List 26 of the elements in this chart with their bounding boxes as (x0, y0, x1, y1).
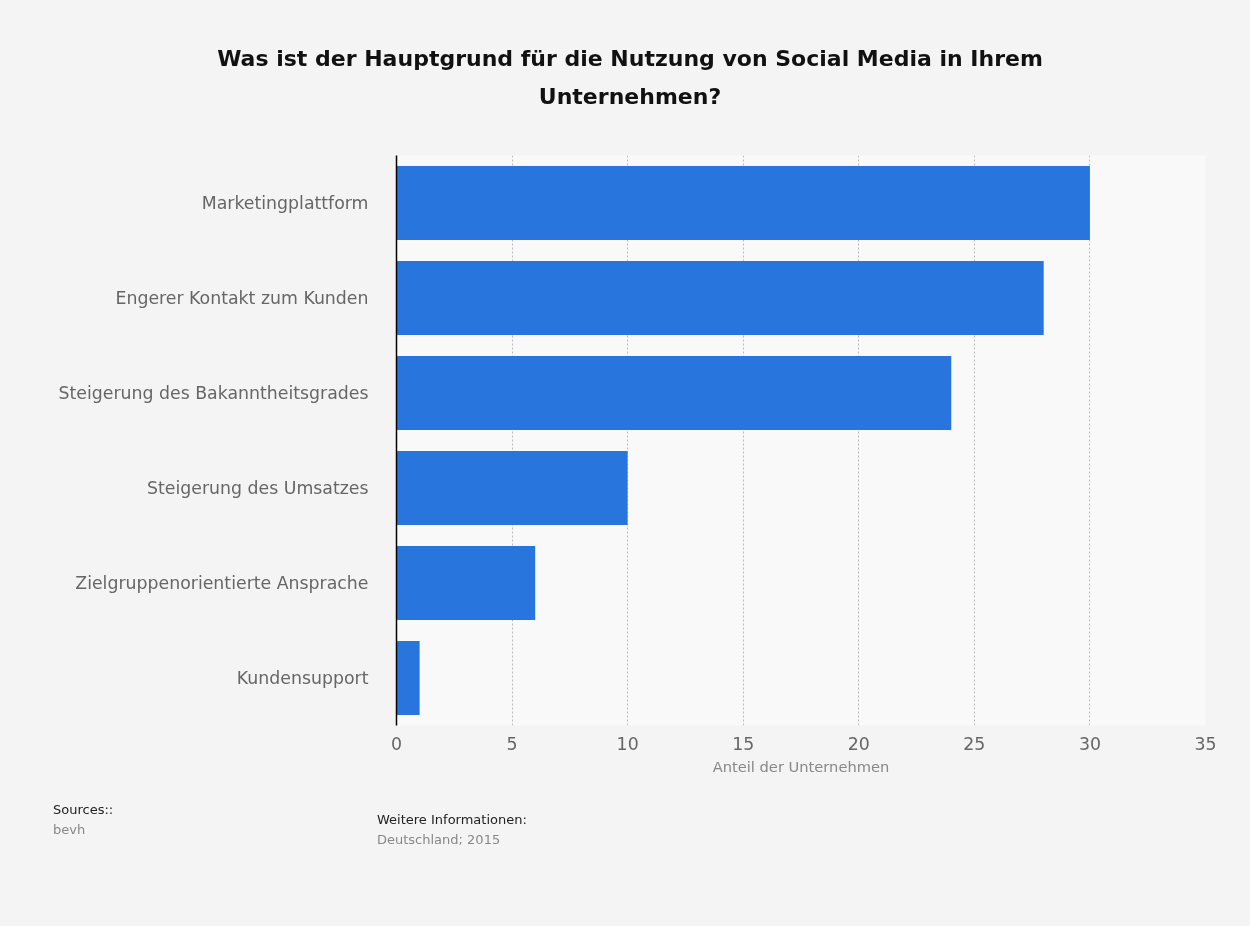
text: bevh (53, 821, 87, 839)
x-tick-label: 20 (847, 733, 870, 754)
bar (396, 165, 1090, 241)
y-tick-label: Engerer Kontakt zum Kunden (115, 288, 369, 308)
y-tick-label: Steigerung des Umsatzes (146, 478, 369, 498)
y-tick-label: Kundensupport (236, 668, 369, 688)
x-tick-label: 35 (1194, 733, 1217, 754)
x-tick-label: 10 (616, 733, 639, 754)
x-tick-label: 15 (732, 733, 755, 754)
x-tick-label: 0 (390, 733, 403, 754)
bar (396, 355, 952, 431)
source-note: Sources:: (53, 801, 114, 819)
x-tick-label: 5 (506, 733, 518, 754)
chart-title: Was ist der Hauptgrund für die Nutzung von Social Media in Ihrem Unternehmen? (217, 45, 1043, 111)
x-tick-label: 30 (1078, 733, 1101, 754)
y-tick-label: Zielgruppenorientierte Ansprache (75, 573, 369, 593)
bar (396, 450, 628, 526)
text: Weitere Informationen: (377, 811, 527, 829)
y-tick-label: Steigerung des Bakanntheitsgrades (58, 383, 369, 403)
text: Deutschland; 2015 (377, 831, 502, 849)
bar (396, 260, 1044, 336)
x-tick-label: 25 (963, 733, 986, 754)
x-axis-title: Anteil der Unternehmen (712, 757, 890, 775)
bar (396, 640, 420, 716)
y-tick-label: Marketingplattform (201, 193, 369, 213)
bar (396, 545, 536, 621)
